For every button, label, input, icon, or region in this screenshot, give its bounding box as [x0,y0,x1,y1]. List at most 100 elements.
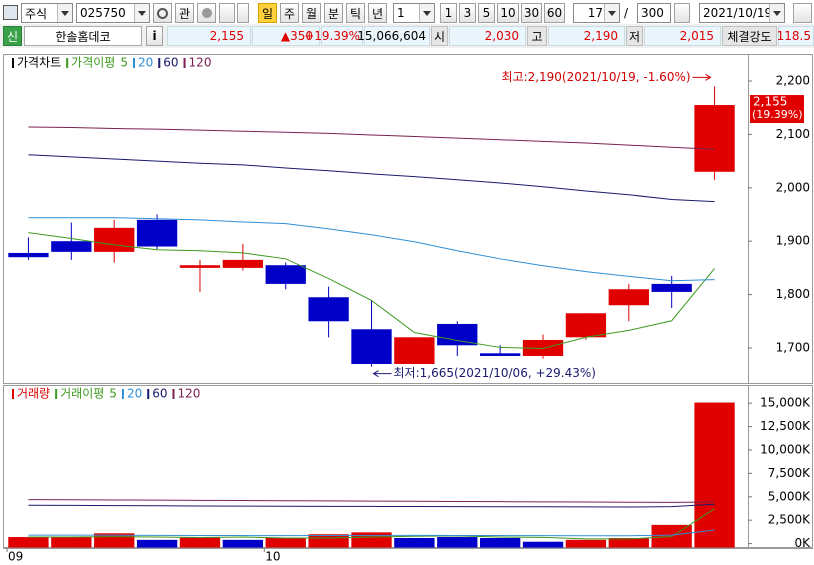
high: 2,190 [548,26,625,46]
candle-body [651,283,692,292]
legend-marker [158,58,161,68]
code: 025750 [80,6,126,20]
low-annotation: 최저:1,665(2021/10/06, +29.43%) [394,366,596,380]
interval-select[interactable]: 1 [393,3,435,23]
candle-body [522,339,564,356]
candle-body [94,227,135,252]
volume-bar [394,537,435,548]
volume-bar [308,534,349,548]
spin-button[interactable] [219,3,235,23]
menu-icon[interactable] [3,5,18,20]
legend-label: 거래량 [17,387,50,401]
volume-bar [694,402,735,548]
moving-average [28,232,715,350]
legend-marker [147,389,150,399]
low: 2,015 [644,26,721,46]
y-tick-label: 12,500K [760,419,811,433]
candle-body [179,265,221,268]
moving-average [28,529,715,537]
legend-marker [66,58,69,68]
period-button[interactable]: 틱 [346,3,365,23]
volume-bar [222,539,264,548]
settings-button[interactable] [197,3,216,23]
strength-label: 체결강도 [722,26,777,46]
candle-body [608,289,649,306]
legend-label: 60 [152,387,167,401]
y-tick-label: 15,000K [760,396,811,410]
separator: / [624,6,629,20]
quick-button[interactable]: 30 [521,3,542,23]
legend-label: 120 [189,56,212,70]
legend-marker [132,58,135,68]
quick-button[interactable]: 3 [459,3,476,23]
candle-body [479,353,521,356]
volume-bar [437,537,478,548]
y-tick-label: 1,900 [776,234,810,248]
reset-button[interactable] [674,3,690,23]
volume-bar [8,537,49,548]
period-button[interactable]: 년 [368,3,387,23]
last-price-pct: (19.39%) [752,108,803,121]
moving-average [28,217,715,282]
period-button[interactable]: 일 [258,3,277,23]
last-price: 2,155 [753,95,787,109]
legend-label: 20 [127,387,142,401]
code-input[interactable]: 025750 [76,3,150,23]
legend-marker [12,389,14,399]
y-tick-label: 0K [794,536,811,550]
volume-bar [565,539,607,548]
market: 주식 [25,6,48,21]
volume-bar [51,537,92,548]
candle-body [394,337,435,364]
volume-bar [608,537,649,548]
y-tick-label: 2,200 [776,74,810,88]
period-button[interactable]: 주 [280,3,299,23]
period-button[interactable]: 월 [302,3,321,23]
period-button[interactable]: 분 [324,3,343,23]
moving-average [28,154,715,203]
market-select[interactable]: 주식 [21,3,73,23]
volume-bar [351,532,392,548]
open: 2,030 [449,26,526,46]
legend-marker [12,58,14,68]
date-select[interactable]: 2021/10/19 [699,3,785,23]
strength: 118.5 [777,26,814,46]
search-button[interactable] [153,3,172,23]
count-total[interactable]: 300 [637,3,671,23]
legend-marker [172,389,175,399]
y-tick-label: 7,500K [768,466,811,480]
high-label: 고 [527,26,547,46]
open-label: 시 [431,26,448,46]
quick-button[interactable]: 5 [478,3,495,23]
quick-button[interactable]: 10 [497,3,519,23]
moving-average [28,503,715,508]
volume-bar [479,537,521,548]
more-button[interactable] [237,3,249,23]
volume-bar [179,537,221,548]
y-tick-label: 10,000K [760,442,811,456]
candle-body [437,323,478,346]
change-pct: +19.39% [304,26,363,46]
interest-button[interactable]: 관 [175,3,194,23]
high-arrow [692,73,712,81]
y-tick-label: 2,000 [776,180,810,194]
legend-marker [55,389,58,399]
quick-button[interactable]: 60 [544,3,565,23]
y-tick-label: 1,800 [776,287,810,301]
calendar-button[interactable] [793,3,812,23]
candle-body [8,252,49,258]
count-input[interactable]: 17 [573,3,620,23]
date: 2021/10/19 [703,6,773,20]
low-label: 저 [626,26,643,46]
candle-body [136,219,178,247]
legend-label: 거래이평 [60,387,104,401]
low-arrow [372,370,392,378]
info-button[interactable]: i [146,26,163,46]
legend-label: 5 [120,56,128,70]
quick-button[interactable]: 1 [440,3,457,23]
candle-body [308,297,349,322]
